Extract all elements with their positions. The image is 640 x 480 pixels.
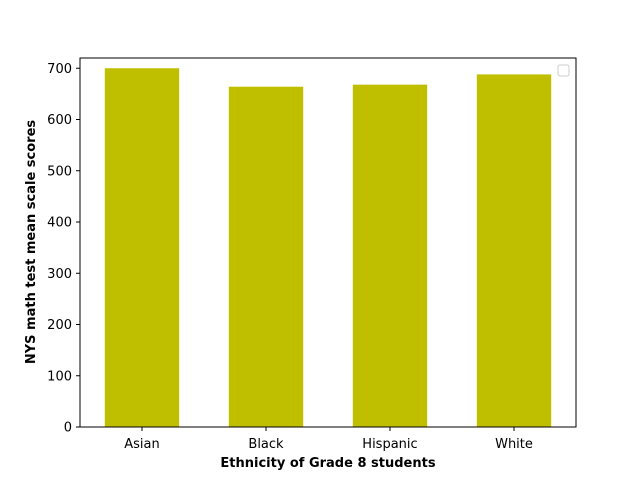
x-tick-label: Hispanic xyxy=(362,437,417,452)
y-tick-label: 500 xyxy=(47,164,72,179)
y-tick-label: 400 xyxy=(47,216,72,231)
x-axis-label: Ethnicity of Grade 8 students xyxy=(220,456,435,471)
y-tick-label: 100 xyxy=(47,369,72,384)
y-axis-ticks: 0 100 200 300 400 500 600 700 xyxy=(47,62,80,436)
legend-box xyxy=(557,64,570,77)
y-tick-label: 0 xyxy=(64,421,72,436)
bar-black xyxy=(228,86,304,427)
x-tick-label: Black xyxy=(248,437,284,452)
x-tick-label: Asian xyxy=(124,437,159,452)
bar-hispanic xyxy=(352,84,428,428)
y-axis-label: NYS math test mean scale scores xyxy=(24,120,39,365)
y-tick-label: 700 xyxy=(47,62,72,77)
y-tick-label: 200 xyxy=(47,318,72,333)
x-axis-ticks: Asian Black Hispanic White xyxy=(124,427,533,452)
bars-group xyxy=(104,68,552,428)
y-tick-label: 600 xyxy=(47,113,72,128)
x-tick-label: White xyxy=(495,437,533,452)
y-tick-label: 300 xyxy=(47,267,72,282)
plot-frame xyxy=(79,57,577,428)
bar-white xyxy=(476,74,552,428)
bar-asian xyxy=(104,68,180,427)
